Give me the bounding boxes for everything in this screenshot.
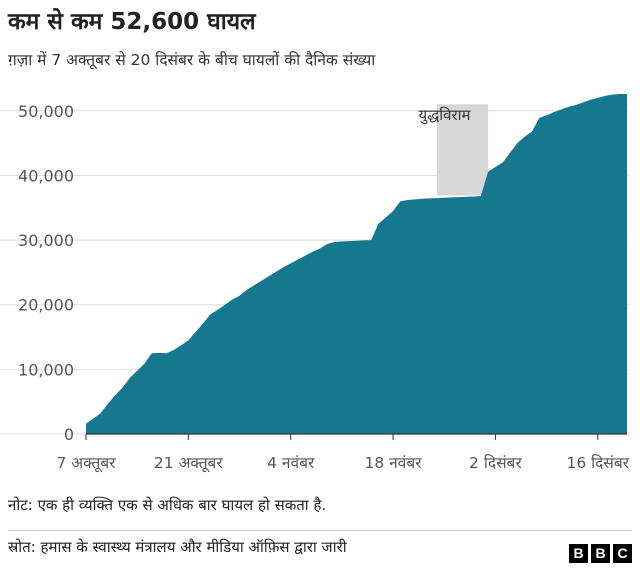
chart-note: नोट: एक ही व्यक्ति एक से अधिक बार घायल ह… xyxy=(8,496,327,514)
y-tick-label-3: 30,000 xyxy=(18,231,74,250)
bbc-logo-letter-b1: B xyxy=(569,544,588,563)
footer-divider xyxy=(8,530,632,531)
x-tick-label-0: 7 अक्तूबर xyxy=(57,454,117,473)
x-tick-label-5: 16 दिसंबर xyxy=(566,454,629,472)
chart-title: कम से कम 52,600 घायल xyxy=(8,9,256,35)
x-tick-label-3: 18 नवंबर xyxy=(365,454,423,472)
y-tick-label-2: 20,000 xyxy=(18,296,74,315)
source-line: स्रोत: हमास के स्वास्थ्य मंत्रालय और मीड… xyxy=(8,538,347,556)
x-tick-label-2: 4 नवंबर xyxy=(267,454,315,472)
bbc-logo-letter-c: C xyxy=(613,544,632,563)
chart-subtitle: ग़ज़ा में 7 अक्तूबर से 20 दिसंबर के बीच … xyxy=(8,51,376,69)
y-tick-label-5: 50,000 xyxy=(18,102,74,121)
area-chart: 0 10,000 20,000 30,000 40,000 50,000 युद्धविरा… xyxy=(0,94,630,473)
y-tick-label-1: 10,000 xyxy=(18,360,74,379)
y-tick-label-0: 0 xyxy=(64,425,74,444)
bbc-logo: B B C xyxy=(569,544,632,563)
x-tick-label-1: 21 अक्तूबर xyxy=(154,454,223,473)
injured-area xyxy=(86,94,627,434)
y-tick-label-4: 40,000 xyxy=(18,166,74,185)
x-tick-label-4: 2 दिसंबर xyxy=(469,454,522,472)
ceasefire-label: युद्धविराम xyxy=(419,106,472,125)
ceasefire-band xyxy=(436,104,489,196)
bbc-logo-letter-b2: B xyxy=(591,544,610,563)
